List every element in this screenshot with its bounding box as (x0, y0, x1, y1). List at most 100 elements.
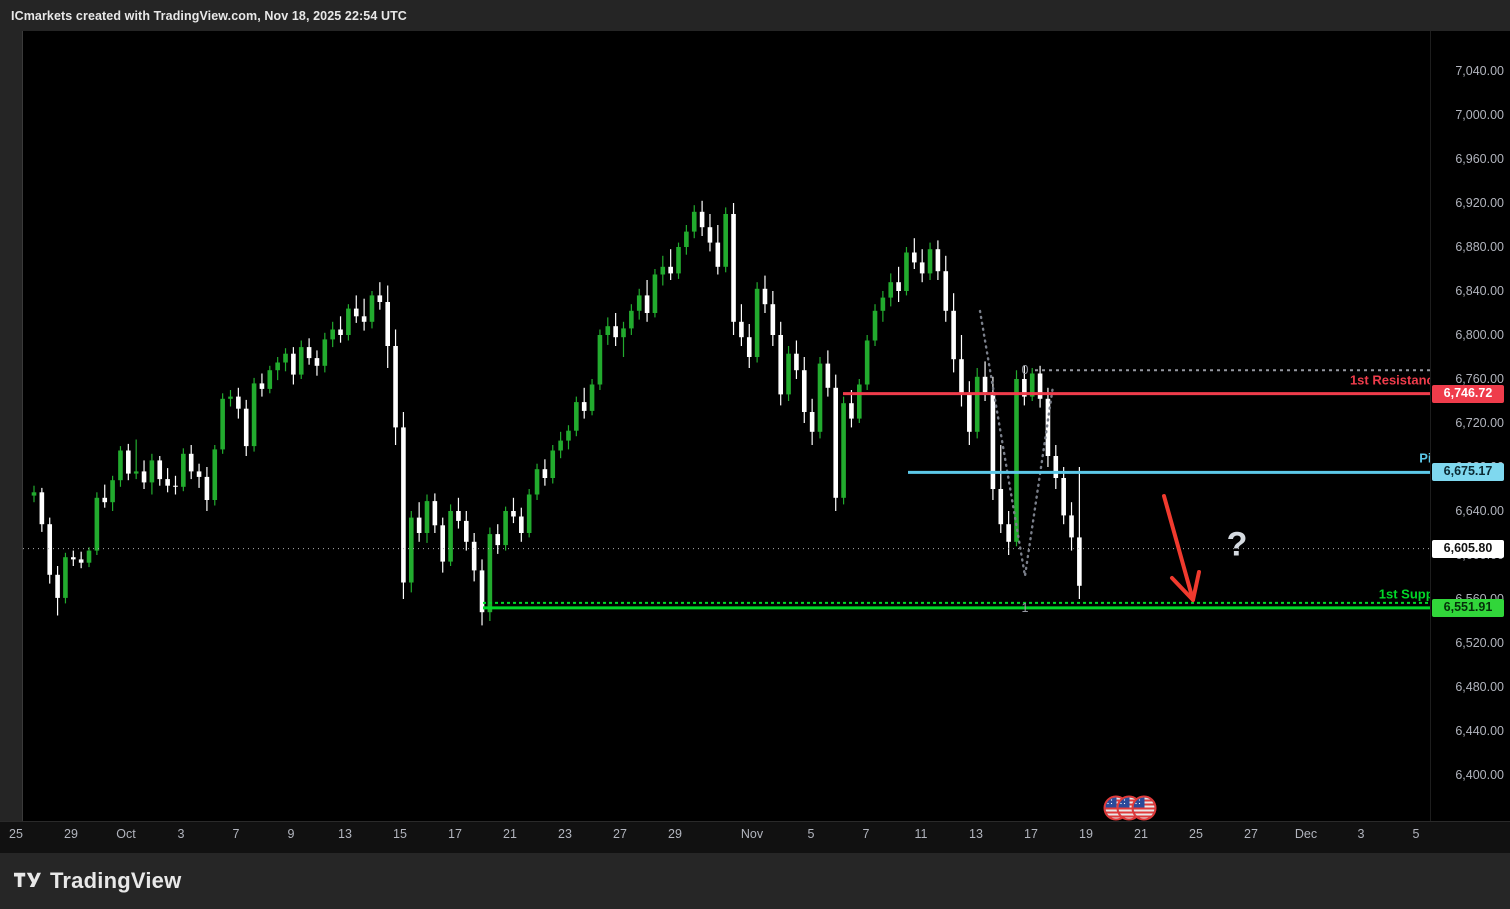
candle-body (385, 302, 390, 346)
candle-body (94, 497, 100, 551)
candle-body (794, 353, 799, 371)
time-tick-label: 5 (1412, 827, 1420, 841)
candle-body (912, 252, 917, 263)
time-scale[interactable]: 25 29 Oct 3 7 9 13 15 17 21 23 27 29 Nov 5 7 11 13 17 19 21 2… (0, 821, 1510, 853)
time-tick-label: 21 (1134, 827, 1148, 841)
candle-body (888, 282, 894, 298)
candle-body (47, 524, 53, 575)
time-tick-label: 29 (668, 827, 682, 841)
time-tick-label: 15 (393, 827, 407, 841)
candle-body (833, 387, 839, 498)
candle-body (550, 450, 556, 478)
candle-body (715, 242, 721, 267)
brand-name: TradingView (50, 868, 182, 893)
candle-body (1037, 373, 1043, 399)
forecast-arrow[interactable] (1162, 494, 1201, 602)
candle-body (456, 511, 461, 521)
candle-body (86, 550, 92, 563)
candle-body (605, 326, 611, 335)
candle-body (338, 329, 343, 335)
candle-body (432, 501, 438, 526)
price-tick-label: 6,480.00 (1455, 680, 1504, 694)
price-tick-label: 6,880.00 (1455, 240, 1504, 254)
candle-body (762, 288, 768, 305)
candle-body (1045, 398, 1051, 456)
candle-body (841, 403, 846, 498)
arrow-head (1170, 570, 1201, 602)
candle-body (1069, 515, 1074, 538)
candle-body (181, 453, 186, 487)
price-tick-label: 6,840.00 (1455, 284, 1504, 298)
candle-body (251, 383, 257, 447)
candle-body (629, 310, 634, 329)
fib-marker-0: 0 (1021, 363, 1029, 378)
candle-body (188, 453, 194, 472)
price-tick-label: 6,400.00 (1455, 768, 1504, 782)
candle-body (636, 295, 642, 311)
time-tick-label: 3 (177, 827, 185, 841)
zigzag-trendline (978, 309, 1055, 577)
time-tick-label: 27 (613, 827, 627, 841)
time-tick-label: 25 (9, 827, 23, 841)
price-scale[interactable]: 7,040.00 7,000.00 6,960.00 6,920.00 6,880.00… (1430, 31, 1510, 821)
candle-body (424, 501, 430, 533)
chart-canvas[interactable]: 1st Resistance Pivot 1st Support 0 1? (23, 31, 1510, 821)
resistance-level-label: 1st Resistance (1349, 372, 1430, 388)
candle-body (817, 363, 823, 432)
time-tick-label: Oct (116, 827, 136, 841)
candle-body (880, 297, 886, 311)
price-tick-label: 6,800.00 (1455, 328, 1504, 342)
candle-body (149, 460, 155, 483)
candle-body (935, 249, 941, 272)
flag-canton (1133, 797, 1145, 808)
candle-body (322, 339, 328, 366)
price-tick-label: 6,640.00 (1455, 504, 1504, 518)
time-tick-label: 13 (338, 827, 352, 841)
candle-body (330, 329, 335, 340)
chart-plot-area[interactable]: 1st Resistance Pivot 1st Support 0 1? (23, 31, 1430, 821)
candle-body (660, 266, 666, 275)
candle-body (778, 335, 783, 395)
candle-body (786, 353, 791, 395)
candle-body (927, 249, 933, 274)
candle-body (291, 353, 296, 375)
time-tick-label: 11 (914, 827, 928, 841)
candle-body (102, 497, 108, 503)
time-tick-label: 29 (64, 827, 78, 841)
candlestick-series (31, 200, 1082, 626)
candle-body (361, 316, 367, 322)
pivot-price-badge[interactable]: 6,675.17 (1432, 463, 1504, 482)
candle-body (479, 570, 485, 613)
price-tick-label: 7,040.00 (1455, 64, 1504, 78)
candle-body (495, 534, 501, 546)
candle-body (275, 362, 280, 371)
candle-body (39, 492, 45, 525)
candle-body (157, 460, 163, 480)
time-tick-label: Nov (740, 827, 764, 841)
support-price-badge[interactable]: 6,551.91 (1432, 598, 1504, 617)
candle-body (707, 227, 713, 243)
candle-body (691, 211, 697, 232)
candle-body (141, 471, 147, 483)
time-tick-label: 13 (969, 827, 983, 841)
candle-body (974, 376, 980, 432)
price-tick-label: 6,920.00 (1455, 196, 1504, 210)
candle-body (346, 308, 351, 335)
economic-event-flag[interactable] (1131, 795, 1157, 821)
candle-body (731, 214, 736, 322)
time-tick-label: 3 (1357, 827, 1365, 841)
chart-left-gutter[interactable] (0, 31, 23, 821)
candle-body (668, 266, 673, 274)
candle-body (558, 440, 563, 451)
attribution-bar: ICmarkets created with TradingView.com, … (0, 0, 1510, 31)
candle-body (464, 520, 469, 542)
candle-body (770, 304, 776, 335)
candle-body (566, 430, 571, 441)
price-tick-label: 6,960.00 (1455, 152, 1504, 166)
resistance-price-badge[interactable]: 6,746.72 (1432, 384, 1504, 403)
candle-body (534, 469, 540, 495)
candle-body (1014, 379, 1019, 542)
candle-body (621, 328, 626, 338)
last-price-badge[interactable]: 6,605.80 (1432, 539, 1504, 558)
candle-body (809, 412, 815, 432)
